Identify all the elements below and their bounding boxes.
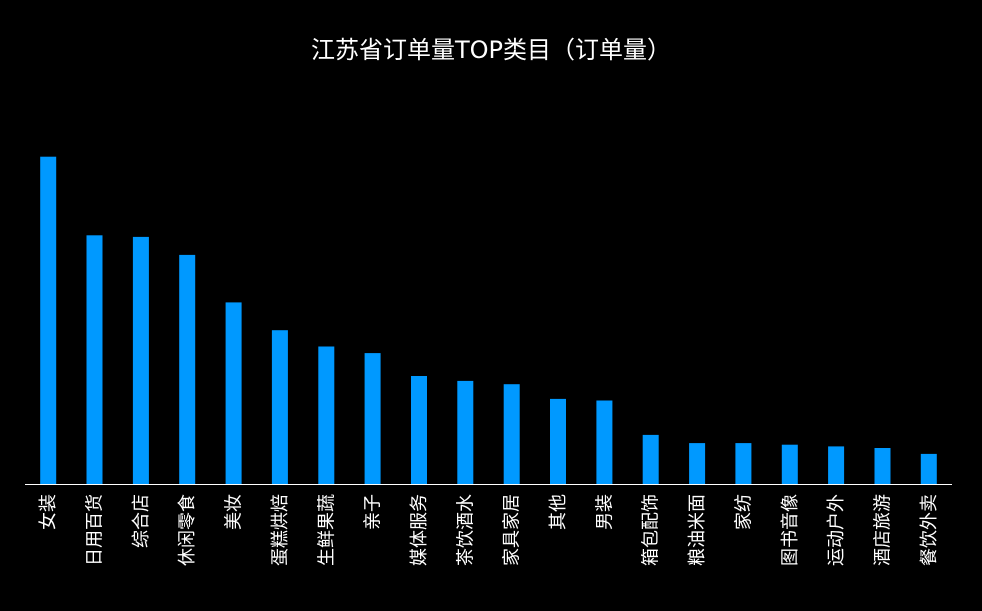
x-tick-label-1: 日用百货 [85, 494, 106, 566]
x-tick-label-19: 餐饮外卖 [919, 494, 940, 566]
x-tick-label-17: 运动户外 [826, 494, 847, 566]
bar-11 [550, 398, 566, 484]
chart-title: 江苏省订单量TOP类目（订单量） [310, 36, 672, 64]
x-tick-label-2: 综合店 [131, 494, 152, 548]
x-tick-label-5: 蛋糕烘焙 [270, 494, 291, 566]
x-tick-label-18: 酒店旅游 [872, 494, 893, 566]
bar-19 [920, 453, 937, 484]
x-tick-label-8: 媒体服务 [409, 494, 430, 566]
bars-group [40, 156, 937, 484]
bar-7 [364, 353, 381, 484]
bar-16 [781, 444, 798, 484]
bar-0 [40, 156, 57, 484]
bar-2 [132, 236, 149, 484]
bar-10 [503, 384, 520, 484]
bar-15 [735, 443, 752, 484]
bar-17 [828, 446, 845, 484]
bar-8 [411, 376, 427, 484]
x-tick-label-12: 男装 [594, 494, 615, 530]
x-tick-label-6: 生鲜果蔬 [316, 494, 337, 566]
x-tick-label-11: 其他 [548, 494, 569, 530]
bar-6 [318, 346, 335, 484]
bar-4 [225, 302, 242, 484]
x-tick-label-15: 家纺 [733, 494, 754, 530]
bar-12 [596, 400, 613, 484]
bar-14 [689, 443, 706, 484]
x-tick-labels-group: 女装 日用百货 综合店 休闲零食 美妆 蛋糕烘焙 生鲜果蔬 亲子 媒体服务 茶饮酒水 家具家居 其他男… [38, 494, 940, 566]
x-tick-label-9: 茶饮酒水 [455, 494, 476, 566]
x-tick-label-13: 箱包配饰 [641, 494, 662, 566]
bar-13 [642, 434, 659, 484]
x-tick-label-4: 美妆 [224, 494, 245, 530]
bar-3 [179, 254, 196, 484]
x-tick-label-7: 亲子 [363, 494, 384, 530]
bar-9 [457, 380, 474, 484]
x-tick-label-3: 休闲零食 [177, 494, 198, 566]
bar-5 [271, 330, 288, 484]
bar-1 [86, 235, 103, 484]
x-tick-label-16: 图书音像 [780, 494, 801, 566]
x-tick-label-10: 家具家居 [502, 494, 523, 566]
x-tick-label-14: 粮油米面 [687, 494, 708, 566]
bar-18 [874, 448, 891, 484]
x-tick-label-0: 女装 [38, 494, 59, 530]
